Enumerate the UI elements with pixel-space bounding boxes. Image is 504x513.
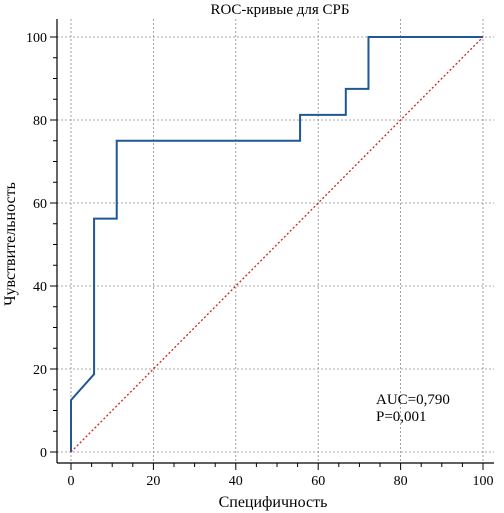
x-tick-label: 20	[146, 474, 160, 489]
x-tick-label: 0	[68, 474, 75, 489]
roc-curve-line	[70, 36, 483, 452]
x-tick-label: 60	[311, 474, 325, 489]
y-tick-label: 100	[26, 31, 47, 46]
y-tick-label: 20	[33, 363, 47, 378]
series-layer	[70, 36, 484, 453]
x-tick-label: 100	[473, 474, 494, 489]
y-tick-label: 60	[33, 197, 47, 212]
reference-diagonal-line	[70, 36, 484, 453]
auc-annotation: AUC=0,790	[376, 392, 450, 408]
p-value-annotation: P=0,001	[376, 409, 427, 425]
axis-ticks: 0 20 40 60 80 100 0 20 40 60 80 100	[26, 31, 494, 489]
y-axis-label: Чувствительность	[2, 182, 19, 306]
x-axis-label: Специфичность	[219, 494, 328, 511]
x-tick-label: 80	[394, 474, 408, 489]
y-tick-label: 40	[33, 280, 47, 295]
chart-title: ROC-кривые для СРБ	[211, 2, 350, 18]
y-tick-label: 80	[33, 114, 47, 129]
x-tick-label: 40	[229, 474, 243, 489]
y-tick-label: 0	[40, 446, 47, 461]
